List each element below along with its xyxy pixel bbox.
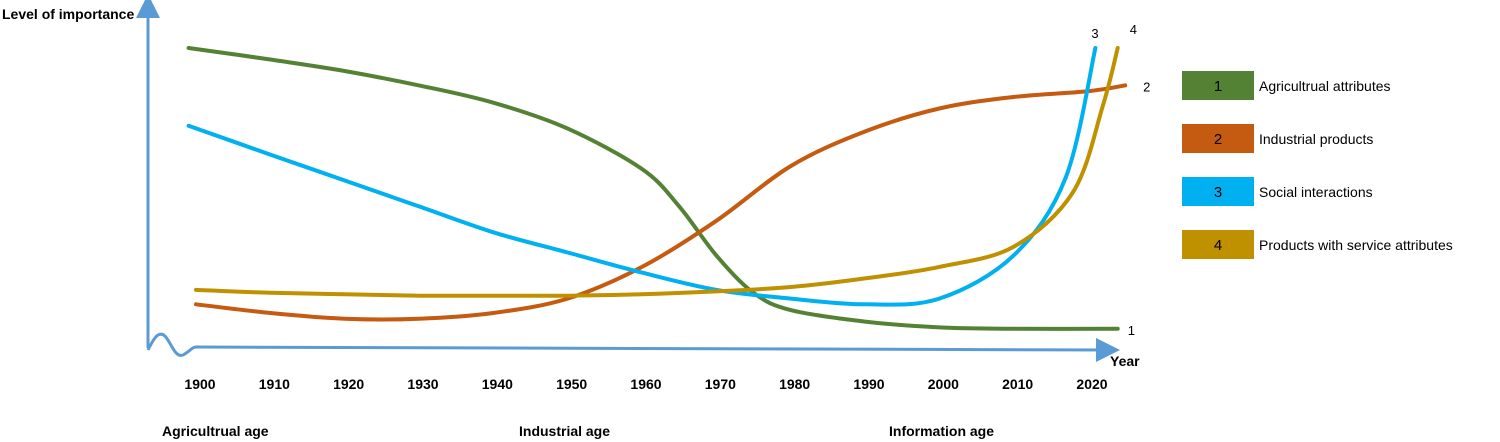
x-tick-label: 1970 — [705, 376, 736, 392]
legend-label-1: Agricultrual attributes — [1259, 78, 1391, 94]
x-tick-label: 2020 — [1076, 376, 1107, 392]
series-line-4 — [194, 46, 1120, 298]
x-tick-label: 1910 — [259, 376, 290, 392]
series-end-label-2: 2 — [1143, 79, 1150, 94]
x-tick-label: 1940 — [482, 376, 513, 392]
x-tick-label: 1960 — [630, 376, 661, 392]
x-tick-label: 2010 — [1002, 376, 1033, 392]
series-end-labels: 1 2 3 4 — [1091, 22, 1150, 338]
legend-label-2: Industrial products — [1259, 131, 1373, 147]
x-axis-label: Year — [1110, 353, 1140, 369]
legend-swatch-3 — [1182, 177, 1254, 206]
x-tick-label: 2000 — [928, 376, 959, 392]
series-end-label-1: 1 — [1128, 323, 1135, 338]
x-tick-label: 1900 — [184, 376, 215, 392]
x-tick-label: 1920 — [333, 376, 364, 392]
x-tick-label: 1990 — [853, 376, 884, 392]
series-line-1 — [186, 46, 1120, 331]
x-tick-labels: 1900 1910 1920 1930 1940 1950 1960 1970 1980 1990… — [184, 376, 1107, 392]
x-tick-label: 1930 — [407, 376, 438, 392]
legend-number-3: 3 — [1214, 184, 1222, 201]
x-tick-label: 1950 — [556, 376, 587, 392]
legend-number-4: 4 — [1214, 237, 1222, 254]
legend-number-2: 2 — [1214, 131, 1222, 148]
series-end-label-4: 4 — [1130, 22, 1137, 37]
series-lines — [186, 46, 1128, 331]
series-end-label-3: 3 — [1091, 26, 1098, 41]
legend-swatch-4 — [1182, 230, 1254, 259]
era-labels: Agricultrual age Industrial age Informat… — [162, 423, 994, 439]
era-label-information: Information age — [889, 423, 994, 439]
legend-swatch-1 — [1182, 71, 1254, 100]
legend-number-1: 1 — [1214, 78, 1222, 95]
era-label-industrial: Industrial age — [519, 423, 610, 439]
legend-label-3: Social interactions — [1259, 184, 1373, 200]
legend-swatch-2 — [1182, 124, 1254, 153]
axis-break-squiggle — [146, 332, 197, 357]
y-axis-label: Level of importance — [2, 6, 134, 22]
era-label-agricultural: Agricultrual age — [162, 423, 269, 439]
series-line-2 — [194, 83, 1128, 322]
x-tick-label: 1980 — [779, 376, 810, 392]
legend-label-4: Products with service attributes — [1259, 237, 1453, 253]
x-axis — [194, 337, 1120, 362]
legend: 1 Agricultrual attributes 2 Industrial prod… — [1182, 71, 1453, 259]
series-line-3 — [186, 46, 1098, 307]
